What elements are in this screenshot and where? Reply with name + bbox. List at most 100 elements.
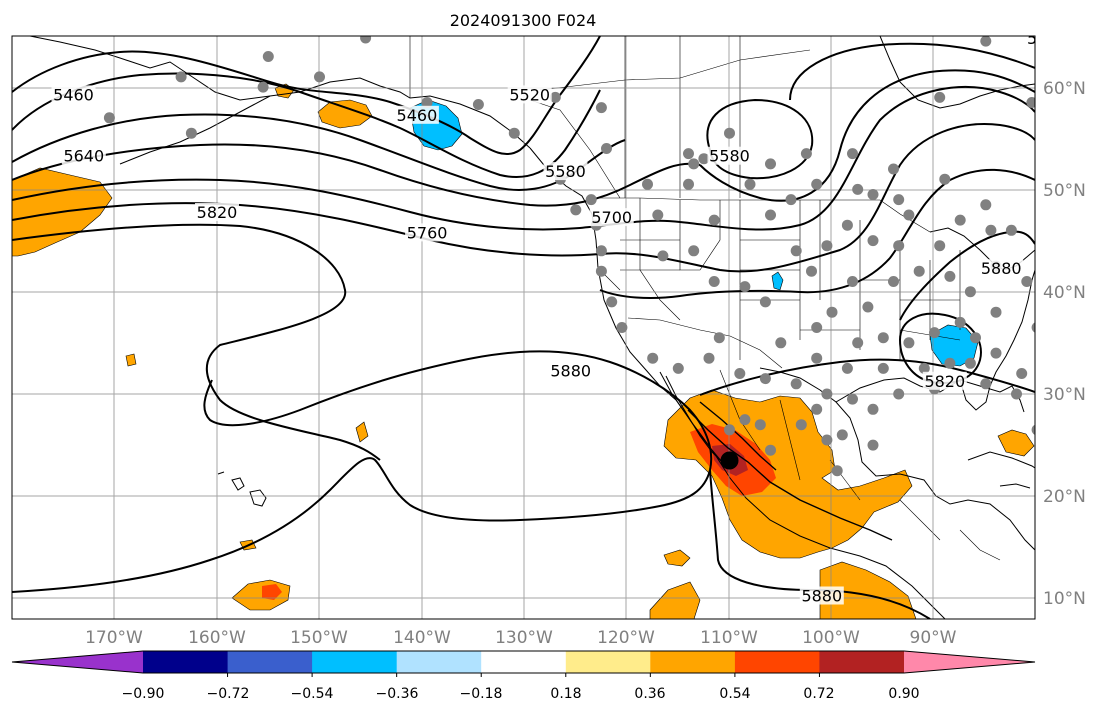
station-dot bbox=[220, 36, 225, 37]
colorbar-tick-label: 0.54 bbox=[719, 686, 750, 702]
station-dot bbox=[867, 403, 879, 415]
station-dot bbox=[262, 51, 274, 62]
contour-5880 bbox=[12, 350, 713, 593]
station-dot bbox=[852, 183, 864, 195]
station-dot bbox=[1031, 322, 1035, 333]
contour-5820-se bbox=[898, 312, 982, 384]
lat-label: 10°N bbox=[1043, 589, 1086, 609]
contour-5580-ne bbox=[789, 42, 1035, 101]
lon-label: 90°W bbox=[910, 628, 957, 648]
station-dot bbox=[800, 148, 812, 160]
station-dot bbox=[601, 143, 612, 154]
colorbar-segment bbox=[565, 651, 651, 673]
station-dot bbox=[831, 465, 843, 477]
station-dot bbox=[257, 81, 269, 93]
border-states-3 bbox=[739, 200, 801, 360]
station-dot bbox=[103, 112, 115, 124]
contour-5460 bbox=[12, 36, 601, 156]
storm-center-marker bbox=[720, 451, 739, 470]
colorbar-tick-labels: −0.90 −0.72 −0.54 −0.36 −0.18 0.18 0.36 … bbox=[122, 686, 920, 702]
colorbar-segment bbox=[312, 651, 398, 673]
contour-labels: 5460 5460 5520 5580 5580 5580 5640 5700 5760 5820… bbox=[51, 36, 1035, 606]
station-dot bbox=[585, 194, 597, 206]
station-dot bbox=[980, 199, 992, 211]
lon-label: 120°W bbox=[597, 628, 655, 648]
station-dot bbox=[964, 357, 976, 369]
coastline-cuba bbox=[967, 451, 1035, 469]
anomaly-area-south-mid bbox=[649, 581, 701, 619]
station-dot bbox=[811, 352, 823, 364]
lat-label: 40°N bbox=[1043, 283, 1086, 303]
colorbar-segment bbox=[650, 651, 736, 673]
contour-5640 bbox=[12, 143, 701, 207]
station-dot bbox=[821, 240, 833, 252]
station-dot bbox=[990, 306, 1002, 318]
lat-label: 50°N bbox=[1043, 181, 1086, 201]
station-dot bbox=[1073, 358, 1084, 369]
contour-label: 5760 bbox=[407, 223, 448, 242]
station-dot bbox=[672, 362, 684, 374]
colorbar-segment bbox=[481, 651, 567, 673]
station-dot bbox=[1078, 220, 1089, 231]
station-dot bbox=[1062, 317, 1073, 328]
lat-label: 60°N bbox=[1043, 79, 1086, 99]
station-dot bbox=[744, 178, 756, 190]
station-dot bbox=[934, 240, 946, 252]
station-dot bbox=[1037, 445, 1048, 456]
contour-5880-north bbox=[899, 230, 1035, 321]
station-dot bbox=[888, 276, 899, 287]
contour-label-background bbox=[707, 146, 752, 165]
anomaly-area-small-2 bbox=[125, 353, 137, 367]
station-dot bbox=[785, 194, 797, 206]
anomaly-area-south-east bbox=[819, 561, 917, 619]
station-dot bbox=[847, 276, 858, 287]
lat-label: 20°N bbox=[1043, 487, 1086, 507]
station-dot bbox=[929, 327, 940, 339]
station-dot bbox=[790, 245, 802, 257]
contour-5820 bbox=[12, 223, 381, 461]
station-dot bbox=[944, 357, 956, 369]
contour-5580-low bbox=[706, 98, 814, 180]
figure-title: 2024091300 F024 bbox=[450, 11, 597, 30]
border-us-mexico bbox=[627, 317, 783, 369]
track-line-1 bbox=[687, 409, 893, 541]
contour-label-background bbox=[61, 146, 106, 165]
station-dot bbox=[688, 245, 700, 257]
station-dot bbox=[795, 419, 807, 431]
anomaly-area-south-west-red bbox=[262, 584, 282, 600]
station-dot bbox=[888, 163, 899, 175]
latitude-axis: 60°N 50°N 40°N 30°N 20°N 10°N bbox=[1043, 79, 1086, 609]
station-dot bbox=[759, 373, 771, 385]
contour-5520 bbox=[12, 72, 601, 178]
station-dot bbox=[826, 306, 838, 318]
station-dot bbox=[1005, 224, 1017, 236]
contour-label: 5580 bbox=[545, 162, 586, 181]
border-states-4 bbox=[800, 200, 901, 360]
station-dot bbox=[360, 36, 372, 44]
station-dot bbox=[703, 352, 715, 364]
colorbar-extend-low bbox=[12, 651, 143, 673]
anomaly-area-colorado-blue bbox=[771, 271, 784, 291]
colorbar-tick-label: −0.36 bbox=[376, 686, 419, 702]
station-dot bbox=[852, 337, 864, 349]
contour-label: 5880 bbox=[981, 259, 1022, 278]
station-dot bbox=[642, 178, 653, 190]
station-dot bbox=[1078, 250, 1089, 261]
station-dot bbox=[595, 102, 607, 114]
station-dot bbox=[739, 281, 751, 293]
station-dot bbox=[765, 444, 776, 456]
contour-label: 5880 bbox=[550, 362, 591, 381]
contour-5880-mexico bbox=[699, 358, 1035, 396]
lon-label: 160°W bbox=[188, 628, 246, 648]
station-dot bbox=[765, 209, 776, 221]
colorbar-extend-high bbox=[904, 651, 1035, 673]
colorbar-tick-label: 0.72 bbox=[803, 686, 834, 702]
station-dot bbox=[980, 378, 992, 390]
lon-label: 170°W bbox=[85, 628, 143, 648]
station-dot bbox=[421, 97, 433, 108]
colorbar-tick-label: −0.18 bbox=[460, 686, 503, 702]
colorbar-tick-label: −0.72 bbox=[207, 686, 250, 702]
observation-stations bbox=[103, 36, 1089, 477]
station-dot bbox=[472, 99, 484, 110]
